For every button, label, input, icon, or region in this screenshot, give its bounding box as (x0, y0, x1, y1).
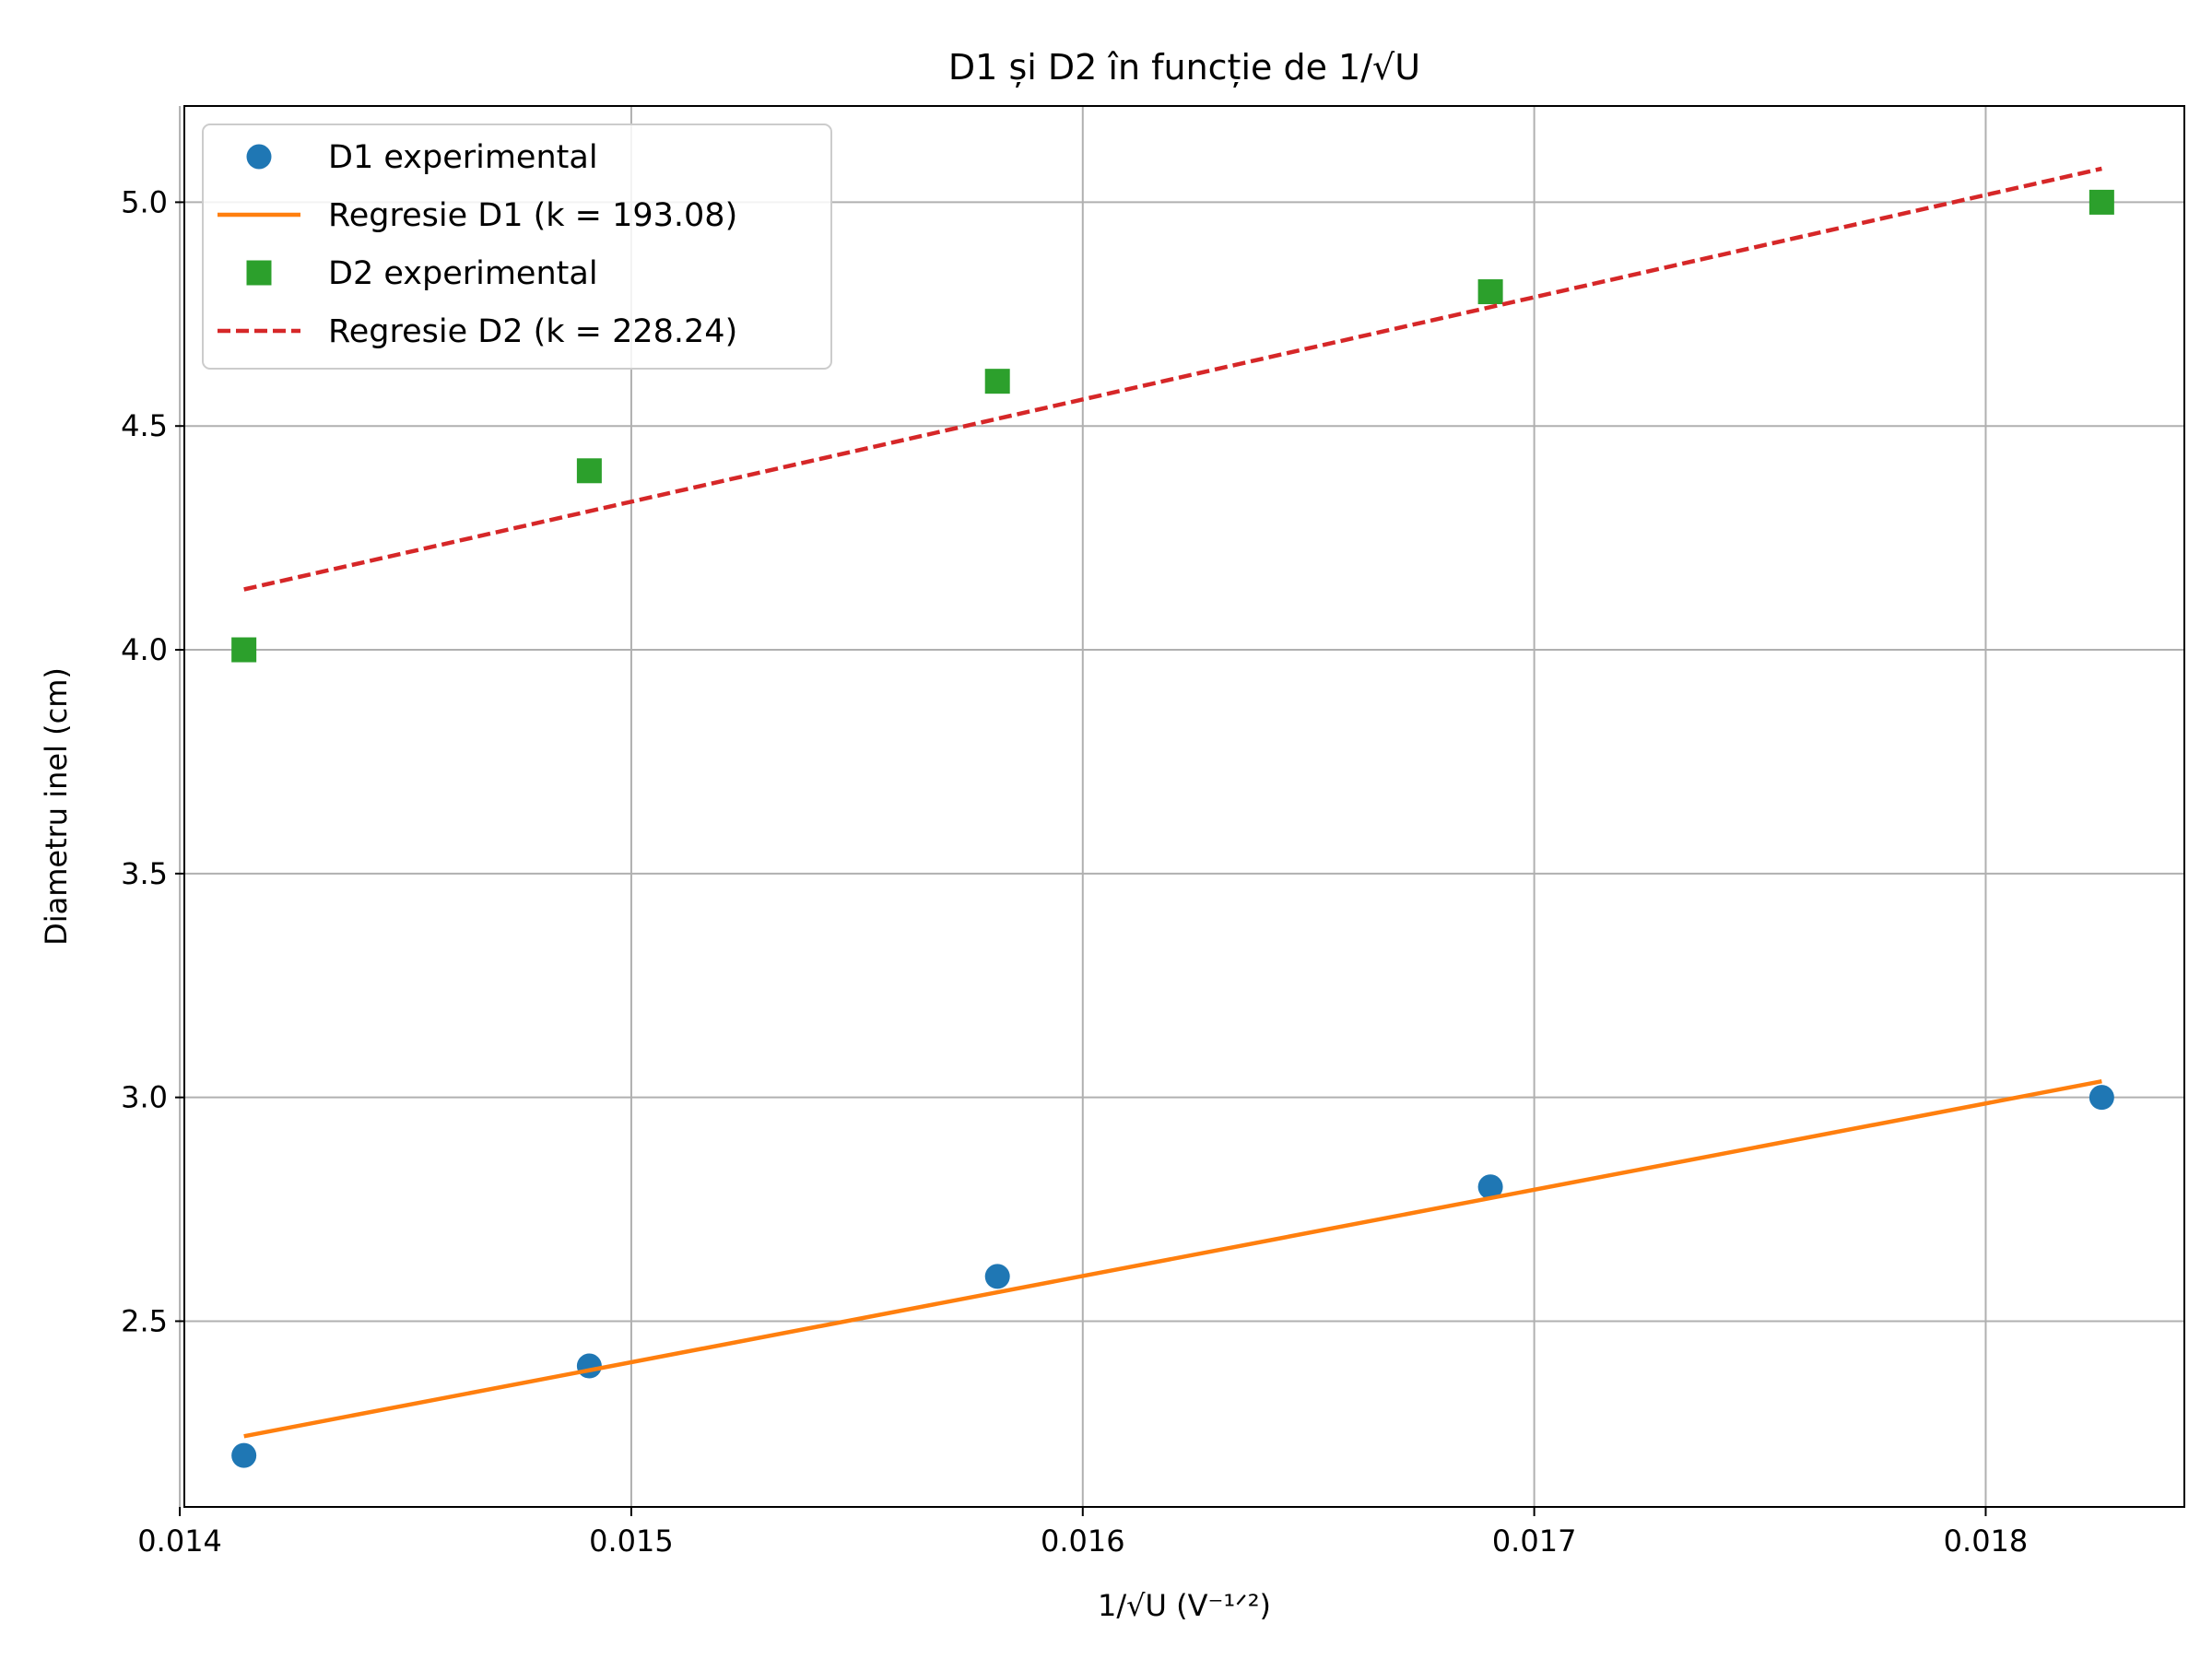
data-point-square (984, 369, 1010, 394)
regression-line-2 (243, 1078, 2102, 1439)
x-tick-label: 0.017 (1492, 1524, 1577, 1559)
regression-line-4 (243, 166, 2102, 592)
data-point-square (1477, 279, 1503, 305)
x-axis-label: 1/√U (V⁻¹ᐟ²) (1098, 1588, 1271, 1623)
legend: D1 experimental Regresie D1 (k = 193.08) D… (202, 124, 832, 370)
legend-label: D2 experimental (328, 255, 598, 292)
legend-box (202, 124, 832, 370)
data-point-square (576, 458, 602, 484)
y-tick-label: 3.5 (121, 856, 168, 891)
y-tick-label: 4.0 (121, 632, 168, 667)
y-axis-label: Diametru inel (cm) (39, 667, 74, 946)
plot-frame (183, 105, 2185, 1508)
x-tick-label: 0.015 (589, 1524, 674, 1559)
y-tick-label: 4.5 (121, 408, 168, 443)
data-point-square (231, 637, 257, 663)
y-tick-label: 2.5 (121, 1303, 168, 1338)
y-tick-label: 5.0 (121, 184, 168, 219)
grid (179, 106, 2184, 1507)
legend-square-swatch (246, 260, 272, 286)
legend-label: Regresie D1 (k = 193.08) (328, 197, 737, 234)
axis-ticks: 0.014 0.015 0.016 0.017 0.018 2.5 3.0 3.5 4.0 4.5… (121, 184, 2028, 1559)
data-point-circle (984, 1264, 1010, 1289)
x-tick-label: 0.018 (1944, 1524, 2029, 1559)
legend-label: Regresie D2 (k = 228.24) (328, 313, 737, 350)
data-point-circle (231, 1442, 257, 1468)
x-tick-label: 0.014 (137, 1524, 222, 1559)
data-point-circle (576, 1353, 602, 1379)
chart-title: D1 și D2 în funcție de 1/√U (948, 47, 1420, 88)
data-point-circle (1477, 1174, 1503, 1200)
legend-label: D1 experimental (328, 139, 598, 176)
x-tick-label: 0.016 (1041, 1524, 1125, 1559)
y-tick-label: 3.0 (121, 1080, 168, 1115)
data-point-square (2088, 189, 2114, 215)
plot-area (231, 166, 2114, 1468)
data-point-circle (2088, 1085, 2114, 1111)
legend-circle-swatch (246, 144, 272, 170)
